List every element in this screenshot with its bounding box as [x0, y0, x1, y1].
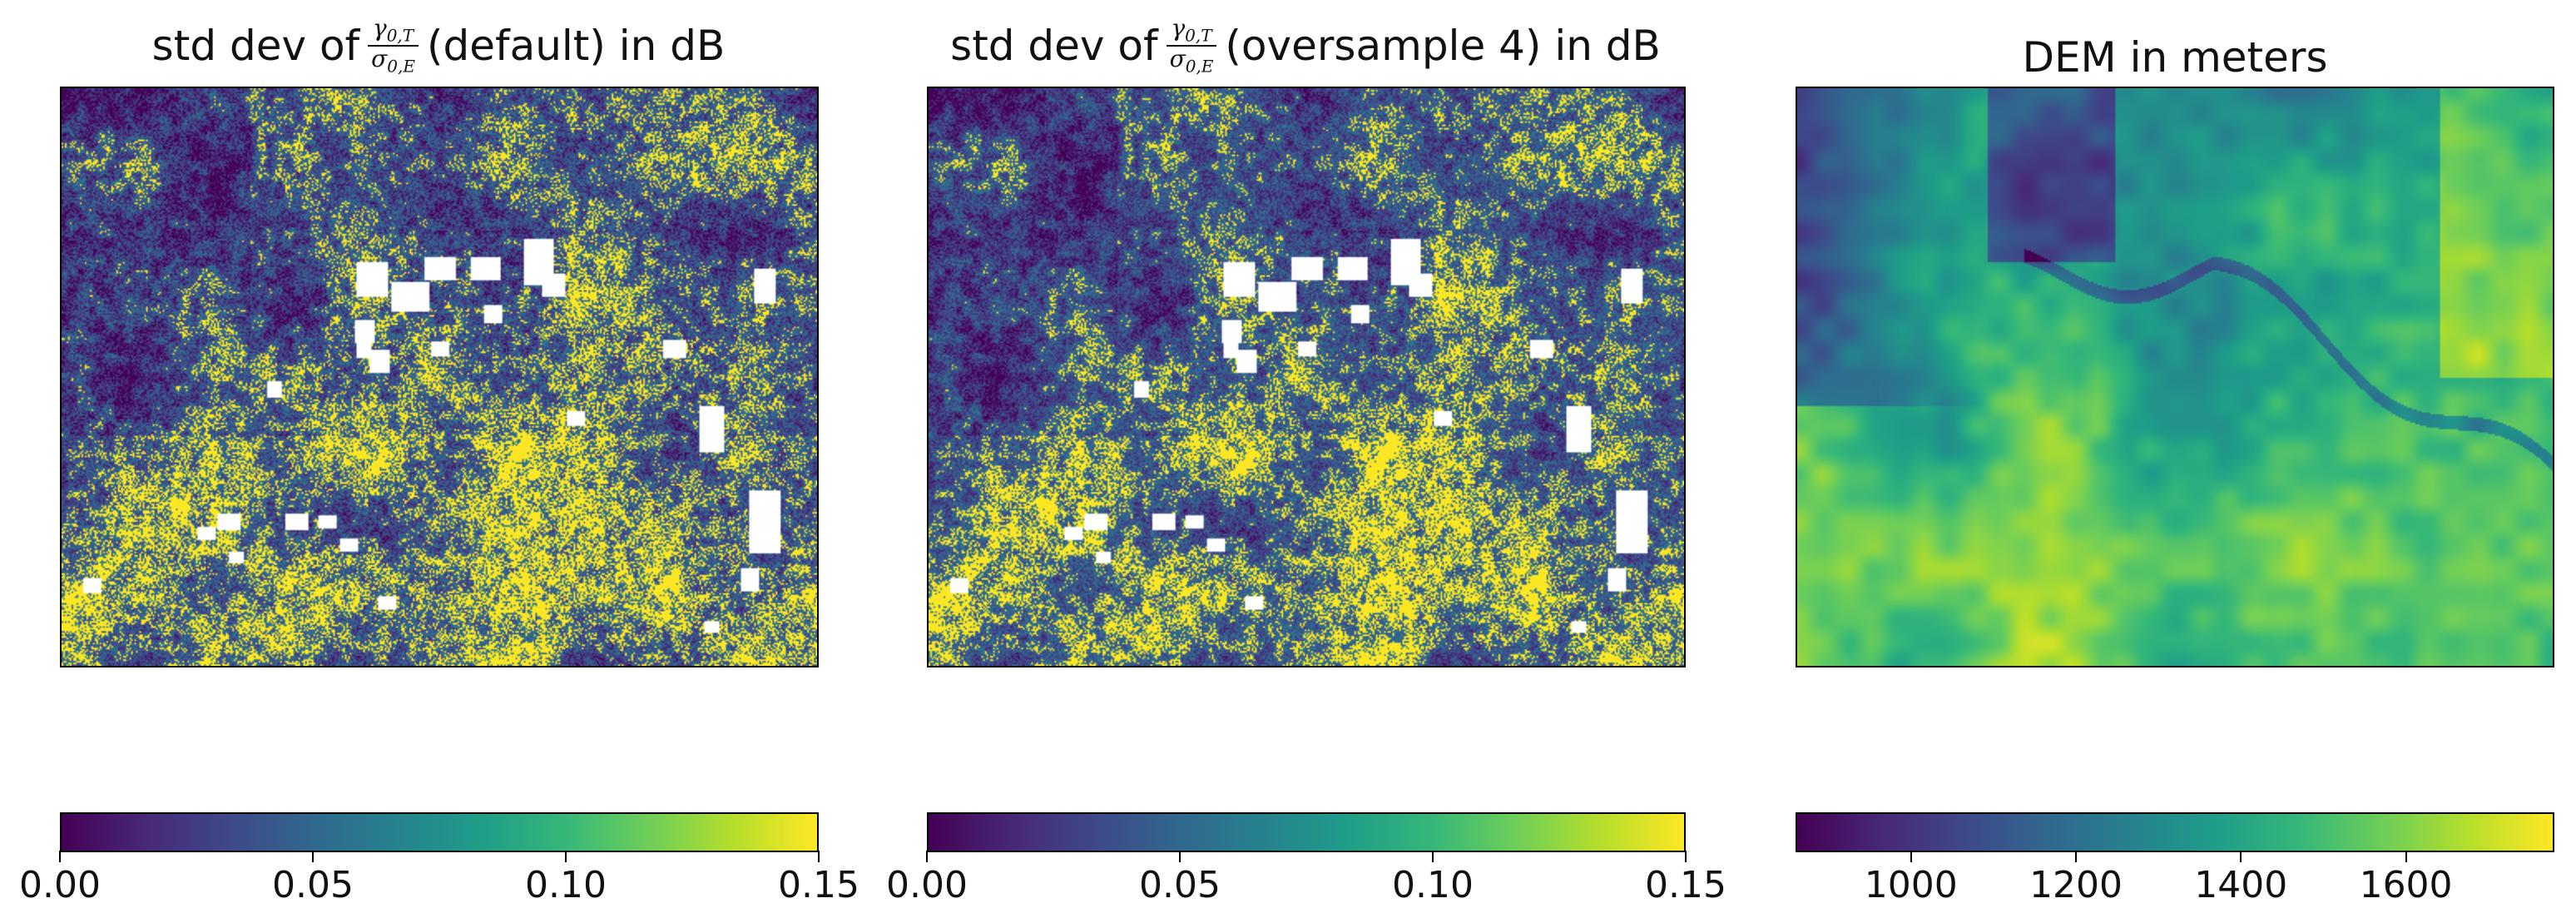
panel-2-colorbar-tick-label: 0.05 — [1139, 864, 1221, 906]
panel-3-colorbar-tick — [2240, 851, 2242, 862]
panel-2-colorbar-tick-label: 0.00 — [886, 864, 968, 906]
panel-2-title-prefix: std dev of — [950, 22, 1158, 70]
panel-1-title-fraction: γ0,T σ0,E — [368, 16, 419, 75]
panel-1-colorbar-tick — [59, 851, 61, 862]
panel-1-colorbar-tick — [312, 851, 314, 862]
panel-1-colorbar-tick-label: 0.05 — [272, 864, 354, 906]
panel-1-title: std dev of γ0,T σ0,E (default) in dB — [60, 16, 817, 75]
panel-2-title: std dev of γ0,T σ0,E (oversample 4) in d… — [927, 14, 1684, 77]
panel-1-frac-numerator: γ — [372, 14, 387, 42]
panel-1-frac-denominator: σ — [371, 45, 388, 72]
panel-2-colorbar-tick — [926, 851, 928, 862]
panel-2-heatmap-canvas — [929, 88, 1684, 666]
panel-1-heatmap — [60, 87, 819, 667]
panel-2-frac-denominator-sub: 0,E — [1185, 56, 1214, 77]
panel-3-colorbar-tick-label: 1200 — [2029, 864, 2123, 906]
panel-3-colorbar-tick — [2075, 851, 2078, 862]
panel-2-colorbar-tick-label: 0.10 — [1392, 864, 1474, 906]
panel-2-frac-denominator: σ — [1169, 45, 1186, 72]
panel-3-colorbar-tick-label: 1000 — [1864, 864, 1958, 906]
panel-2-colorbar-tick — [1685, 851, 1687, 862]
panel-2-title-fraction: γ0,T σ0,E — [1166, 14, 1217, 77]
panel-2-heatmap — [927, 87, 1686, 667]
panel-1-title-prefix: std dev of — [151, 22, 360, 70]
panel-1-frac-numerator-sub: 0,T — [386, 26, 414, 46]
panel-3-colorbar-tick — [1910, 851, 1912, 862]
panel-2-title-suffix: (oversample 4) in dB — [1225, 22, 1661, 70]
panel-2-colorbar-tick-label: 0.15 — [1645, 864, 1726, 906]
panel-3-title-text: DEM in meters — [2022, 33, 2328, 82]
panel-1-frac-denominator-sub: 0,E — [387, 56, 415, 77]
panel-1-colorbar-tick-label: 0.10 — [525, 864, 607, 906]
panel-3-title: DEM in meters — [1796, 30, 2554, 85]
panel-3-colorbar-tick-label: 1400 — [2194, 864, 2288, 906]
panel-3-colorbar-tick-label: 1600 — [2359, 864, 2453, 906]
panel-3-colorbar-tick — [2405, 851, 2407, 862]
panel-1-title-suffix: (default) in dB — [426, 22, 726, 70]
panel-1-colorbar — [60, 812, 819, 852]
panel-3-heatmap-canvas — [1797, 88, 2553, 666]
panel-1-heatmap-canvas — [62, 88, 817, 666]
panel-1-colorbar-tick-label: 0.00 — [19, 864, 101, 906]
panel-2-colorbar-tick — [1179, 851, 1181, 862]
panel-2-colorbar-tick — [1432, 851, 1434, 862]
panel-3-colorbar — [1796, 812, 2554, 852]
panel-1-colorbar-tick — [565, 851, 567, 862]
panel-1-colorbar-tick-label: 0.15 — [778, 864, 859, 906]
panel-3-heatmap — [1796, 87, 2554, 667]
panel-2-frac-numerator: γ — [1171, 14, 1186, 42]
panel-1-colorbar-tick — [818, 851, 820, 862]
panel-2-frac-numerator-sub: 0,T — [1185, 26, 1212, 46]
panel-2-colorbar — [927, 812, 1686, 852]
